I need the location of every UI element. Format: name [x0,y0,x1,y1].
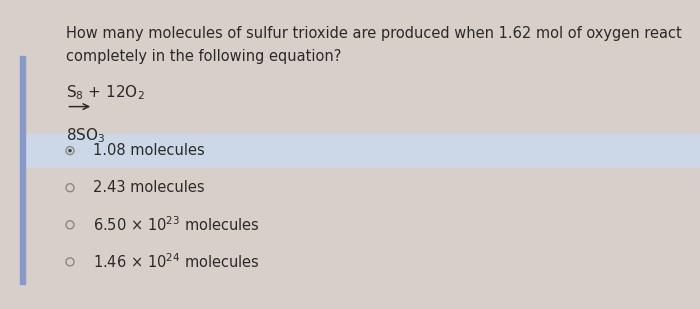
Ellipse shape [68,149,72,152]
Text: 2.43 molecules: 2.43 molecules [93,180,204,195]
Text: 1.46 × 10$^{\mathregular{24}}$ molecules: 1.46 × 10$^{\mathregular{24}}$ molecules [93,252,260,271]
Bar [20,56,25,284]
Text: How many molecules of sulfur trioxide are produced when 1.62 mol of oxygen react: How many molecules of sulfur trioxide ar… [66,26,682,41]
Text: 6.50 × 10$^{\mathregular{23}}$ molecules: 6.50 × 10$^{\mathregular{23}}$ molecules [93,215,260,234]
Text: 8$\mathregular{SO_3}$: 8$\mathregular{SO_3}$ [66,127,106,146]
Text: completely in the following equation?: completely in the following equation? [66,49,342,65]
Text: 1.08 molecules: 1.08 molecules [93,143,205,158]
Bar [25,134,700,167]
Text: $\mathregular{S_8}$ + 12$\mathregular{O_2}$: $\mathregular{S_8}$ + 12$\mathregular{O_… [66,83,146,102]
